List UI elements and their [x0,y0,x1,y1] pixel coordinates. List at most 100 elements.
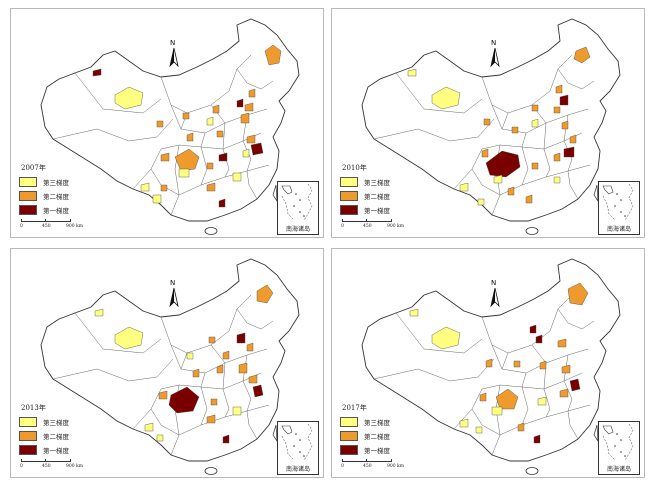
region-tier2 [240,112,250,124]
region-tier2 [555,84,563,94]
region-tier1 [533,434,541,444]
region-tier1 [218,152,228,162]
region-tier2 [561,120,569,130]
region-tier2 [208,336,216,344]
inset-map [281,423,313,461]
panel-year: 2017年 [342,404,367,412]
region-tier2 [246,342,254,352]
scale-tick-0: 0 [341,224,344,229]
region-tier3 [144,422,154,432]
scale-tick-450: 450 [363,224,372,229]
scale-tick-450: 450 [42,464,51,469]
scale-tick-900: 900 km [66,224,84,229]
panel-year: 2013年 [21,404,46,412]
region-tier2 [553,152,561,162]
north-label: N [491,279,497,287]
china-map [361,258,621,475]
legend-item-tier1: 第一梯度 [340,443,390,457]
region-tier2 [182,112,190,120]
region-tier1 [535,334,543,344]
legend-item-tier2: 第二梯度 [340,429,390,443]
north-label: N [170,279,176,287]
legend-label-tier1: 第一梯度 [364,447,390,455]
region-tier2 [206,182,216,192]
region-tier2 [216,364,224,374]
north-arrow: N [489,279,501,309]
region-tier3 [431,326,461,350]
legend-label-tier2: 第二梯度 [43,193,69,201]
region-tier3 [114,86,144,110]
region-tier2 [485,358,493,368]
region-tier1 [559,94,569,106]
china-map [40,258,300,475]
region-tier2 [483,118,491,126]
legend-swatch-tier2 [340,191,358,201]
scale-tick-900: 900 km [387,224,405,229]
map-panel-2007: N 2007年 第三梯度 第二梯度 第一梯度 0 450 900 km [10,8,324,238]
inset-map [602,423,634,461]
region-tier3 [531,118,539,128]
region-tier2 [553,106,561,114]
legend-item-tier3: 第三梯度 [19,415,69,429]
legend-item-tier2: 第二梯度 [19,189,69,203]
region-tier2 [156,120,164,128]
map-panel-2013: N 2013年 第三梯度 第二梯度 第一梯度 0 450 900 km [10,248,324,478]
legend-swatch-tier3 [340,177,358,187]
legend-label-tier2: 第二梯度 [43,433,69,441]
region-tier2 [248,88,256,98]
region-tier3 [242,148,250,158]
region-tier1 [236,332,246,344]
north-label: N [170,39,176,47]
legend-label-tier2: 第二梯度 [364,193,390,201]
region-tier1 [92,68,102,77]
legend-swatch-tier2 [19,191,37,201]
north-arrow: N [168,39,180,69]
legend-item-tier3: 第三梯度 [340,175,390,189]
region-tier2 [216,130,224,138]
region-tier3 [477,198,485,206]
region-tier2 [531,104,539,112]
region-tier1 [252,384,264,398]
region-tier1 [236,98,244,108]
legend-swatch-tier3 [19,417,37,427]
region-tier3 [114,326,144,350]
legend: 第三梯度 第二梯度 第一梯度 [340,415,390,457]
region-tier2 [256,284,274,304]
inset-label: 南海诸岛 [606,466,631,473]
north-arrow-icon [490,288,500,308]
legend-item-tier1: 第一梯度 [340,203,390,217]
south-china-sea-inset: 南海诸岛 [277,181,319,235]
inset-label: 南海诸岛 [606,226,631,233]
region-tier2 [479,392,487,402]
panel-year: 2007年 [21,164,46,172]
region-tier2 [244,102,254,112]
region-tier1 [569,378,581,392]
region-tier2 [210,398,218,406]
legend-item-tier1: 第一梯度 [19,443,69,457]
scale-tick-0: 0 [20,224,23,229]
region-tier3 [232,172,242,182]
legend-swatch-tier1 [340,445,358,455]
region-tier2 [160,152,170,162]
region-tier2 [248,374,258,384]
south-china-sea-inset: 南海诸岛 [277,421,319,475]
inset-label: 南海诸岛 [285,466,310,473]
region-tier3 [140,182,150,192]
legend-label-tier3: 第三梯度 [43,419,69,427]
south-china-sea-inset: 南海诸岛 [598,421,640,475]
legend-label-tier1: 第一梯度 [43,207,69,215]
region-tier2 [569,134,577,144]
legend: 第三梯度 第二梯度 第一梯度 [340,175,390,217]
region-tier3 [152,194,162,204]
region-tier2 [573,46,591,64]
region-tier1 [168,386,200,414]
region-tier2 [507,186,515,196]
legend-swatch-tier1 [340,205,358,215]
inset-map [602,183,634,221]
region-tier3 [431,86,461,110]
legend-item-tier3: 第三梯度 [340,415,390,429]
scale-tick-450: 450 [42,224,51,229]
north-arrow-icon [169,288,179,308]
legend-swatch-tier3 [19,177,37,187]
legend-item-tier1: 第一梯度 [19,203,69,217]
